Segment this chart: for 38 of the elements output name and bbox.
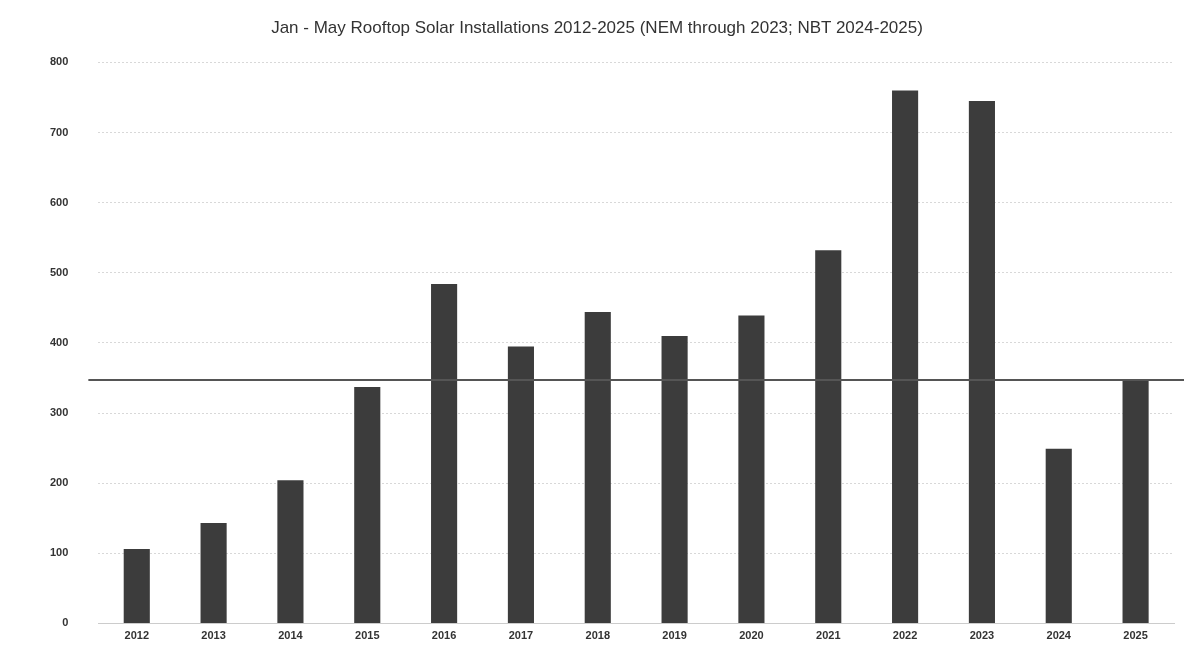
- y-tick-label: 600: [49, 195, 69, 208]
- bar: [507, 346, 534, 623]
- x-tick-label: 2024: [1046, 629, 1072, 642]
- x-tick-label: 2017: [508, 629, 534, 642]
- bar: [200, 523, 227, 623]
- y-tick-label: 100: [49, 546, 69, 559]
- bar: [661, 335, 688, 623]
- x-tick-label: 2020: [739, 629, 764, 642]
- y-tick-label: 200: [49, 476, 69, 489]
- x-tick-label: 2012: [124, 629, 150, 642]
- x-tick-label: 2019: [662, 629, 687, 642]
- bar: [584, 312, 611, 623]
- bar: [354, 387, 381, 623]
- bar: [892, 90, 919, 623]
- bar: [1045, 448, 1072, 623]
- x-tick-label: 2018: [585, 629, 610, 642]
- x-tick-label: 2023: [969, 629, 995, 642]
- x-tick-label: 2021: [816, 629, 841, 642]
- x-tick-label: 2014: [278, 629, 304, 642]
- x-tick-label: 2016: [431, 629, 457, 642]
- x-tick-label: 2013: [201, 629, 226, 642]
- y-tick-label: 300: [49, 406, 69, 419]
- chart-title: Jan - May Rooftop Solar Installations 2012-2025 (NEM through 2023; NBT 2024-2025): [271, 17, 923, 37]
- x-tick-label: 2022: [892, 629, 918, 642]
- bar: [123, 549, 150, 623]
- bar: [815, 250, 842, 623]
- y-tick-label: 400: [49, 335, 69, 348]
- y-tick-label: 0: [62, 616, 69, 629]
- x-tick-label: 2015: [355, 629, 380, 642]
- y-tick-label: 700: [49, 125, 69, 138]
- bar: [738, 315, 765, 623]
- bar: [1122, 379, 1149, 623]
- bar: [277, 480, 304, 623]
- y-tick-label: 500: [49, 265, 69, 278]
- bar: [968, 100, 995, 623]
- y-tick-label: 800: [49, 55, 69, 68]
- bar: [431, 284, 458, 623]
- x-tick-label: 2025: [1123, 629, 1148, 642]
